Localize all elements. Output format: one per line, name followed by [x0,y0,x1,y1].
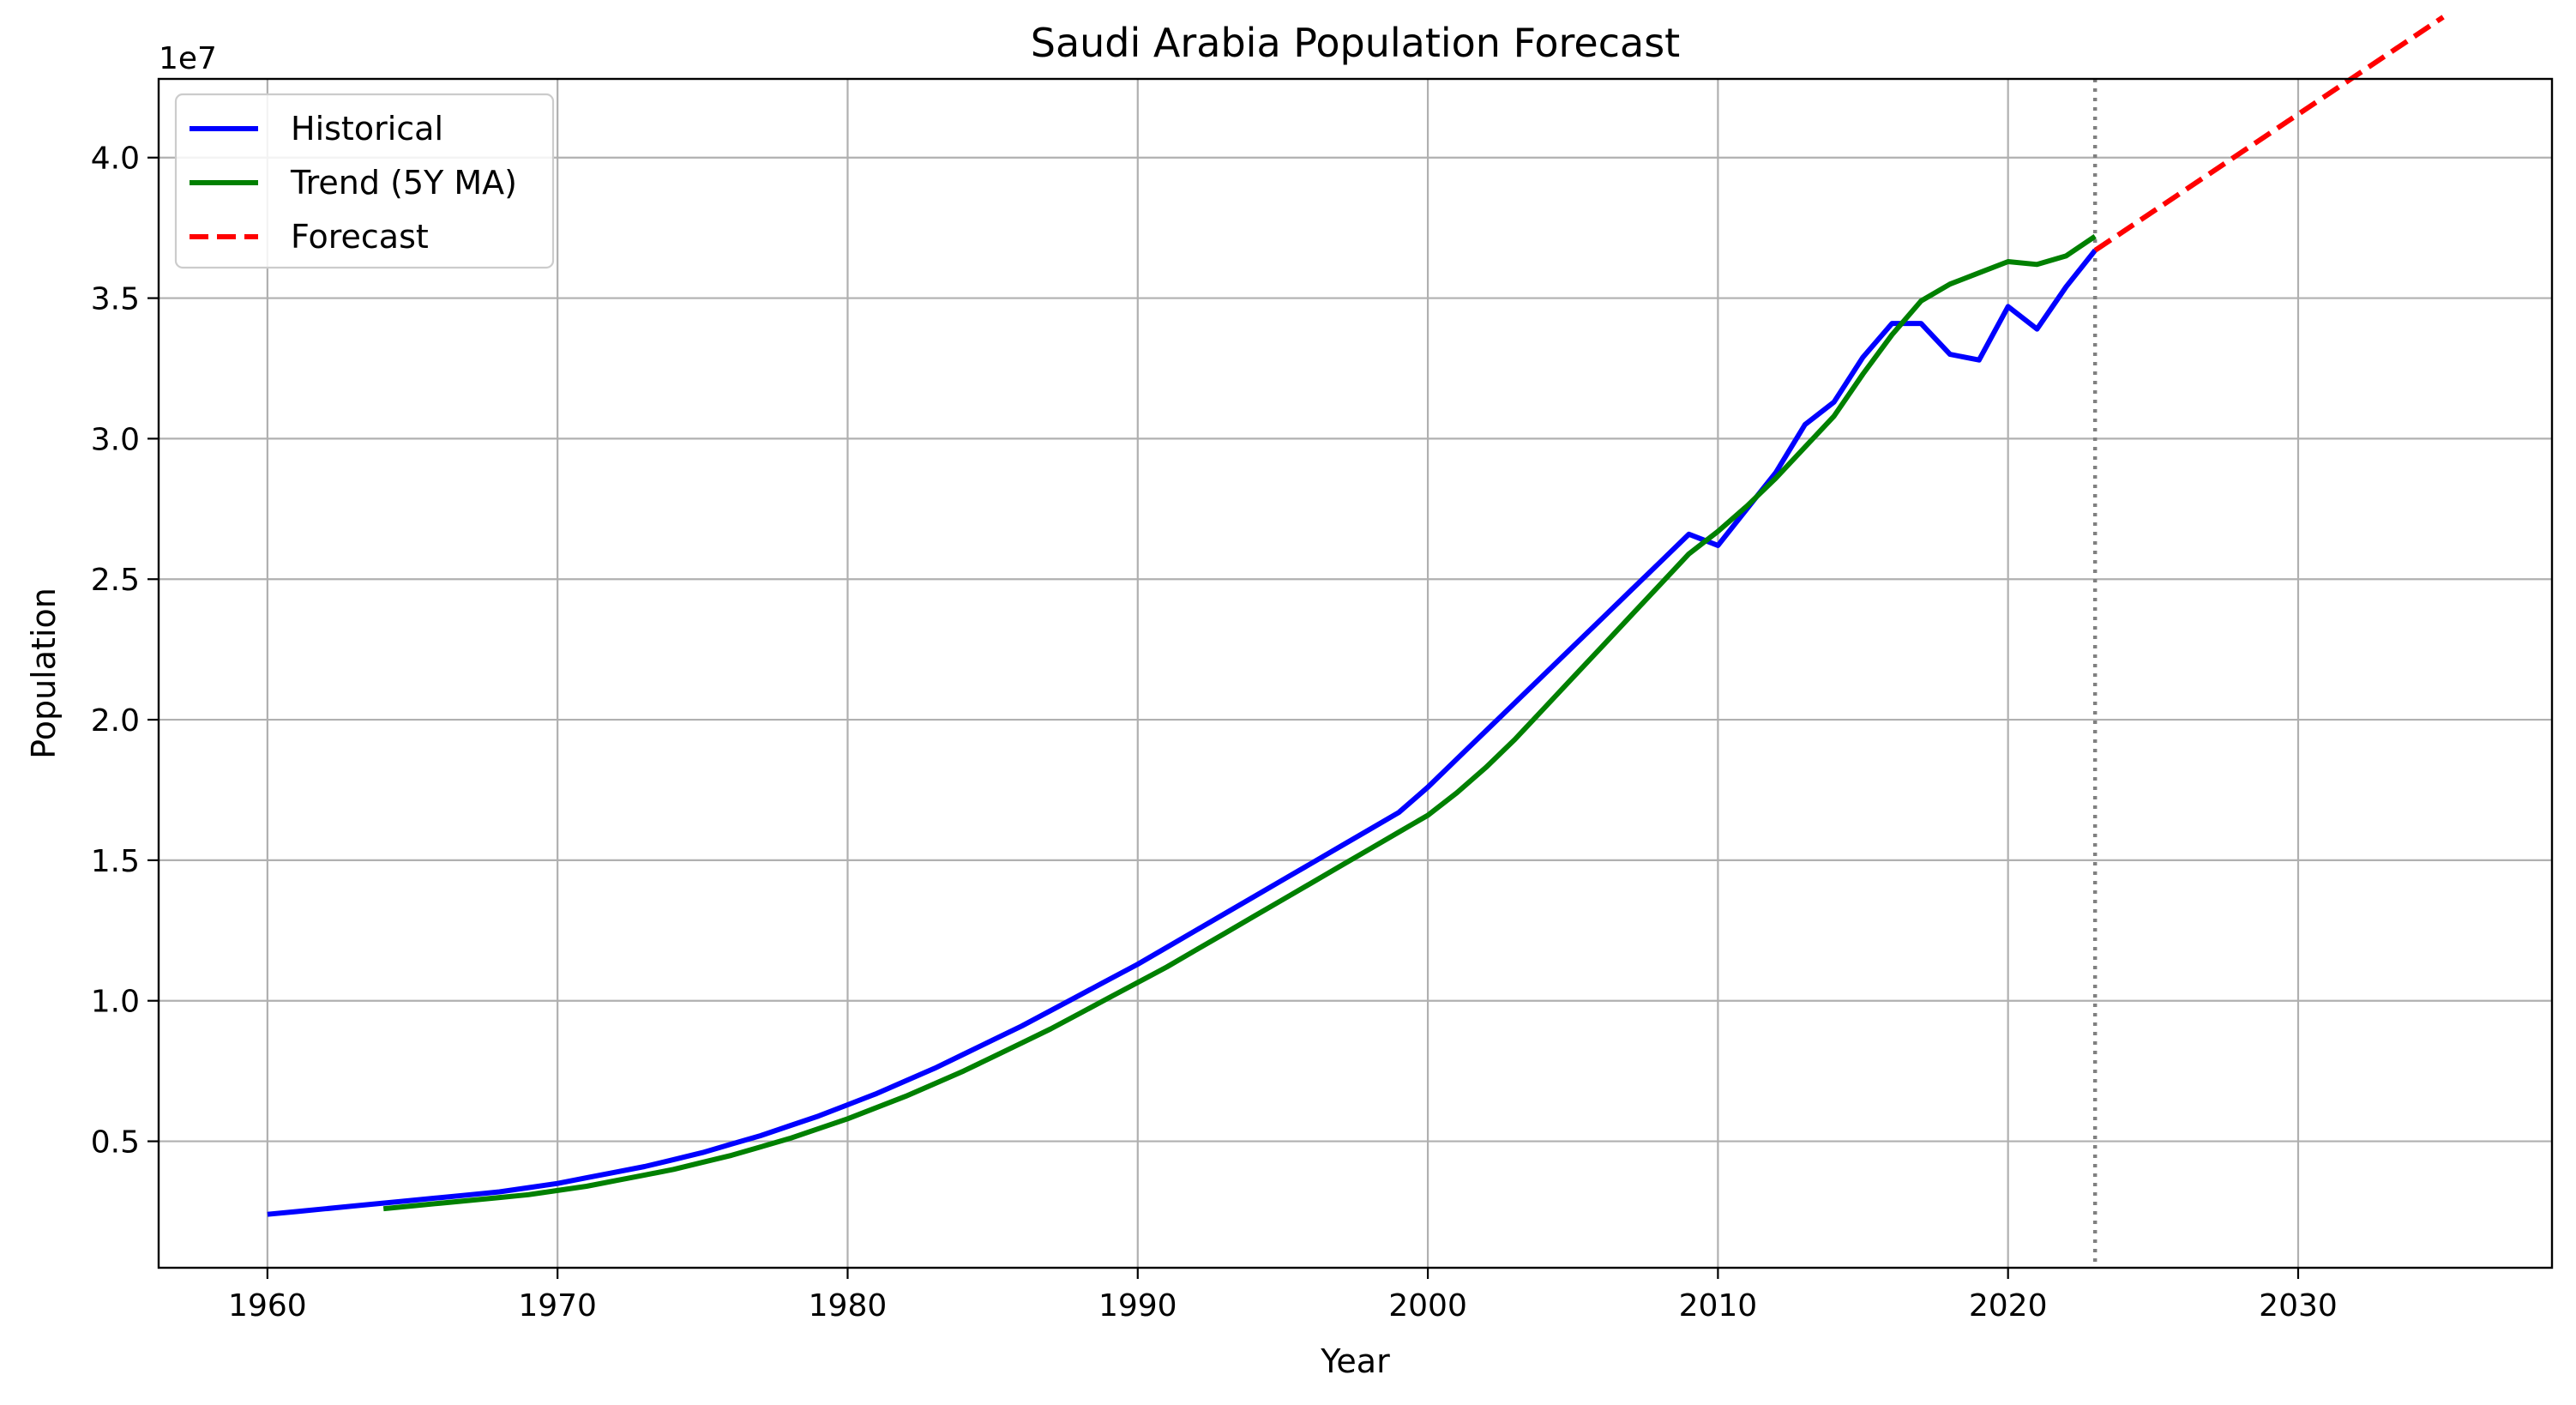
y-tick-label: 4.0 [91,142,140,177]
legend-label-1: Trend (5Y MA) [290,164,517,202]
series-line-0 [267,249,2098,1217]
y-tick-label: 3.5 [91,282,140,317]
y-tick-label: 1.0 [91,985,140,1020]
y-axis-ticks: 0.5 1.0 1.5 2.0 2.5 3.0 3.5 4.0 [91,142,159,1161]
x-tick-label: 2000 [1388,1288,1467,1324]
x-axis-label: Year [1320,1342,1390,1380]
y-axis-offset-label: 1e7 [159,41,217,76]
x-tick-label: 2030 [2259,1288,2338,1324]
y-tick-label: 3.0 [91,422,140,457]
series-line-2 [2093,15,2445,253]
x-tick-label: 2010 [1679,1288,1758,1324]
y-tick-label: 2.5 [91,563,140,598]
legend-label-0: Historical [291,110,443,148]
plot-frame [157,77,2554,1269]
x-tick-label: 1970 [518,1288,597,1324]
x-tick-label: 2020 [1969,1288,2048,1324]
series-lines [267,15,2445,1217]
legend-label-2: Forecast [291,218,429,256]
x-tick-label: 1960 [228,1288,307,1324]
y-tick-label: 2.0 [91,703,140,739]
y-tick-label: 1.5 [91,844,140,879]
y-axis-label: Population [25,588,63,759]
grid-lines [159,79,2552,1268]
legend-box [174,93,555,269]
x-axis-ticks: 1960 1970 1980 1990 2000 2010 2020 2030 [228,1268,2338,1324]
series-line-1 [382,234,2097,1212]
x-tick-label: 1980 [809,1288,888,1324]
y-tick-label: 0.5 [91,1125,140,1161]
chart-title: Saudi Arabia Population Forecast [1031,20,1680,66]
legend: Historical Trend (5Y MA) Forecast [174,93,555,269]
x-tick-label: 1990 [1098,1288,1177,1324]
